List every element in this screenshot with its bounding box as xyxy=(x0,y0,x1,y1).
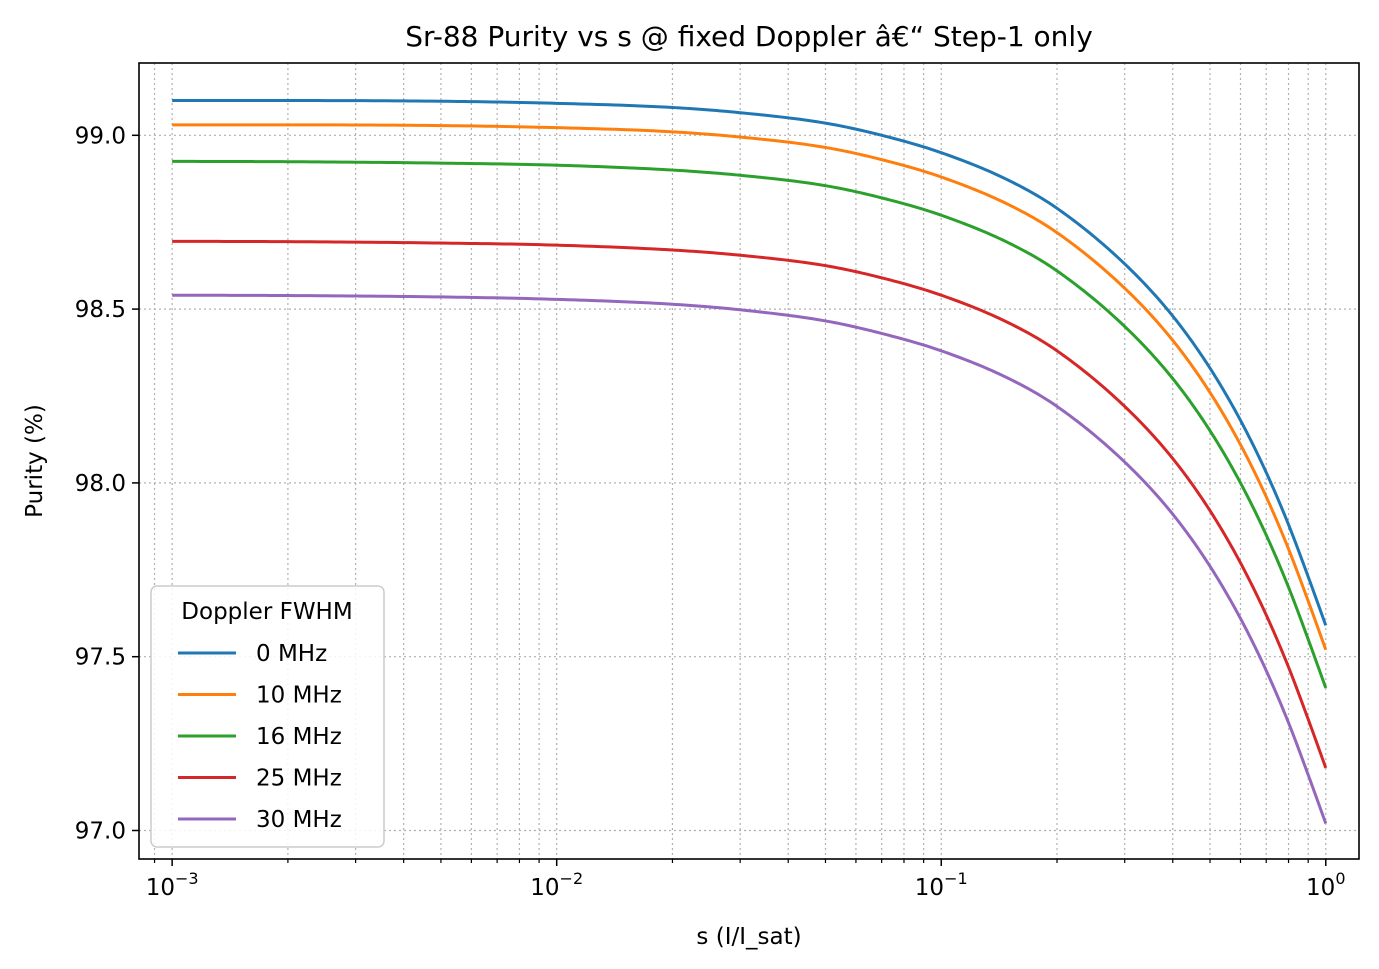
legend-title: Doppler FWHM xyxy=(181,599,352,625)
series-line-0 xyxy=(172,99,1328,626)
y-tick-label: 97.5 xyxy=(75,645,126,671)
grid xyxy=(139,63,1359,859)
x-tick-label: 100 xyxy=(1306,869,1345,901)
y-tick-label: 98.0 xyxy=(75,471,126,497)
legend-box xyxy=(150,585,385,848)
legend: Doppler FWHM 0 MHz 10 MHz 16 MHz 25 MHz 30 M… xyxy=(150,585,385,848)
y-tick-label: 99.0 xyxy=(75,123,126,149)
series-line-1 xyxy=(172,123,1328,651)
series-line-2 xyxy=(172,159,1328,689)
axes-frame xyxy=(138,62,1360,860)
series-line-3 xyxy=(172,239,1328,769)
legend-items: 0 MHz 10 MHz 16 MHz 25 MHz 30 MHz xyxy=(178,641,342,833)
legend-label: 0 MHz xyxy=(256,641,327,667)
legend-label: 25 MHz xyxy=(256,766,342,792)
y-tick-label: 97.0 xyxy=(75,818,126,844)
legend-label: 16 MHz xyxy=(256,724,342,750)
legend-label: 30 MHz xyxy=(256,807,342,833)
series-lines xyxy=(172,99,1328,825)
x-tick-label: 10−3 xyxy=(146,869,199,901)
legend-label: 10 MHz xyxy=(256,683,342,709)
x-axis-label: s (I/I_sat) xyxy=(696,924,801,950)
chart-title: Sr-88 Purity vs s @ fixed Doppler â€“ St… xyxy=(405,20,1093,53)
y-axis-label: Purity (%) xyxy=(22,404,48,518)
series-line-4 xyxy=(172,293,1328,825)
x-tick-label: 10−2 xyxy=(530,869,583,901)
ticks: 10−3 10−2 10−1 100 97.0 97.5 98.0 98.5 99.0 xyxy=(75,123,1346,901)
x-tick-label: 10−1 xyxy=(915,869,968,901)
y-tick-label: 98.5 xyxy=(75,297,126,323)
